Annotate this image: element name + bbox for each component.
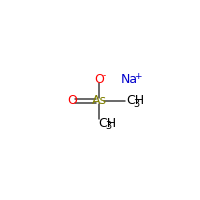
Text: CH: CH (126, 95, 144, 108)
Text: +: + (134, 72, 142, 81)
Text: As: As (92, 95, 107, 108)
Text: Na: Na (121, 73, 138, 86)
Text: CH: CH (98, 117, 116, 130)
Text: O: O (67, 95, 77, 108)
Text: 3: 3 (134, 99, 140, 109)
Text: -: - (102, 72, 106, 81)
Text: 3: 3 (105, 121, 111, 131)
Text: O: O (94, 73, 104, 86)
